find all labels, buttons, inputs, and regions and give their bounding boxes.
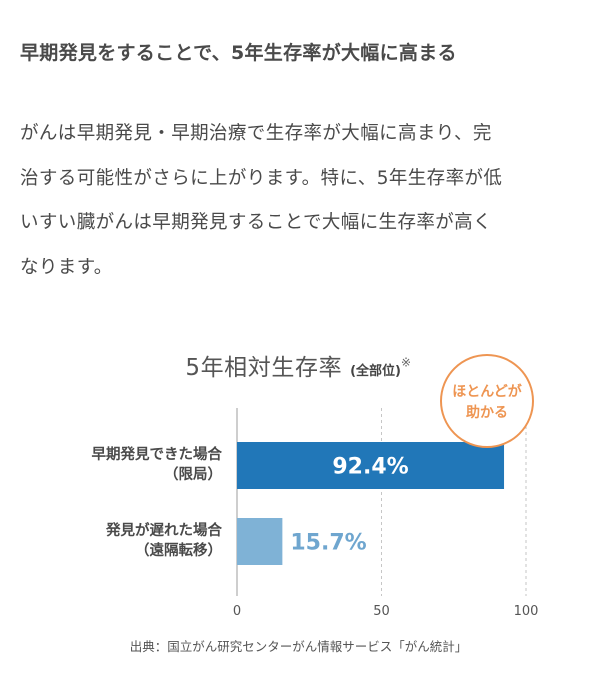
bar-value-label: 92.4% bbox=[332, 455, 408, 480]
body-line: 治する可能性がさらに上がります。特に、5年生存率が低 bbox=[20, 167, 503, 189]
callout-text: 助かる bbox=[466, 404, 508, 421]
chart-source-note: 出典：国立がん研究センターがん情報サービス「がん統計」 bbox=[129, 639, 468, 654]
bar-2 bbox=[237, 518, 283, 565]
x-tick-label: 50 bbox=[373, 604, 390, 619]
body-paragraph: がんは早期発見・早期治療で生存率が大幅に高まり、完 治する可能性がさらに上がりま… bbox=[20, 112, 576, 290]
bar-value-label: 15.7% bbox=[290, 531, 366, 556]
chart-subtitle: (全部位) bbox=[350, 364, 401, 379]
category-label: 早期発見できた場合 bbox=[92, 445, 223, 463]
section-heading: 早期発見をすることで、5年生存率が大幅に高まる bbox=[20, 42, 457, 64]
body-line: なります。 bbox=[20, 256, 113, 278]
bar-1 bbox=[237, 442, 505, 489]
x-tick-label: 0 bbox=[233, 604, 241, 619]
category-label: （遠隔転移） bbox=[135, 541, 222, 559]
x-tick-label: 100 bbox=[514, 604, 539, 619]
callout-text: ほとんどが bbox=[452, 383, 523, 400]
chart-title-footnote-mark: ※ bbox=[401, 355, 412, 370]
survival-rate-chart: 5年相対生存率 (全部位)※ 92.4% 早期発見できた場合 （限局） 15.7% 発見… bbox=[0, 330, 597, 680]
chart-title-main: 5年相対生存率 bbox=[185, 355, 343, 381]
category-label: （限局） bbox=[164, 465, 222, 483]
body-line: がんは早期発見・早期治療で生存率が大幅に高まり、完 bbox=[20, 123, 492, 144]
body-line: いすい臓がんは早期発見することで大幅に生存率が高く bbox=[20, 212, 492, 233]
chart-plot-area: 92.4% 早期発見できた場合 （限局） 15.7% 発見が遅れた場合 （遠隔転移） 0 5… bbox=[92, 354, 539, 619]
category-label: 発見が遅れた場合 bbox=[105, 521, 222, 539]
callout-circle bbox=[440, 354, 534, 448]
chart-title: 5年相対生存率 (全部位)※ bbox=[0, 348, 597, 382]
